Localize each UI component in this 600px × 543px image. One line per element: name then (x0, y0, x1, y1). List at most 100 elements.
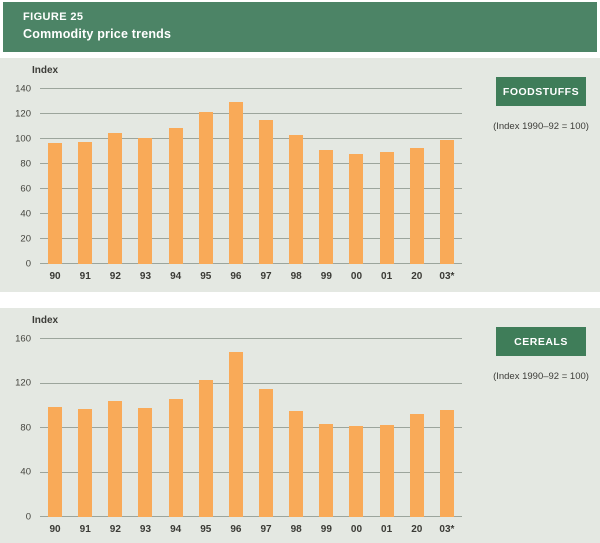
x-axis-labels: 90 91 92 93 94 95 96 97 98 99 00 01 20 03* (40, 271, 462, 282)
y-tick-label-0: 0 (25, 511, 31, 522)
y-tick-label-140: 140 (15, 83, 31, 94)
x-tick-label-00: 00 (350, 524, 363, 535)
y-tick-label-20: 20 (20, 233, 31, 244)
gridline-120: 120 (15, 378, 462, 389)
bar-96 (228, 101, 243, 264)
bar-slot-92 (100, 89, 130, 264)
bar-01 (379, 424, 394, 517)
gridline-140: 140 (15, 83, 462, 94)
x-tick-label-20: 20 (411, 271, 423, 282)
x-tick-label-93: 93 (139, 524, 152, 535)
x-tick-label-97: 97 (260, 524, 272, 535)
y-tick-label-120: 120 (15, 108, 31, 119)
plot-cereals: 0 40 80 120 160 (15, 333, 462, 522)
bar-92 (108, 132, 123, 264)
gridline-100: 100 (15, 133, 462, 144)
bar-slot-01 (372, 89, 402, 264)
x-tick-label-92: 92 (109, 271, 121, 282)
bar-98 (289, 135, 304, 264)
bar-90 (48, 406, 63, 517)
x-tick-label-93: 93 (139, 271, 152, 282)
y-axis-title: Index (32, 65, 59, 76)
figure-title: Commodity price trends (23, 27, 172, 41)
y-tick-label-60: 60 (20, 183, 31, 194)
bar-95 (198, 111, 213, 264)
series-badge-foodstuffs: FOODSTUFFS (496, 77, 586, 106)
bar-01 (379, 151, 394, 264)
x-tick-label-00: 00 (350, 271, 363, 282)
bar-97 (259, 389, 274, 517)
gridline-60: 60 (20, 183, 462, 194)
bar-slot-95 (191, 339, 221, 517)
chart-panel-cereals: Index 0 40 80 120 160 90 91 92 93 94 95 96 97 98 99 00… (0, 308, 600, 543)
x-axis-labels: 90 91 92 93 94 95 96 97 98 99 00 01 20 03* (40, 524, 462, 535)
gridline-0: 0 (26, 258, 462, 269)
series-badge-cereals: CEREALS (496, 327, 586, 356)
bar-slot-99 (311, 89, 341, 264)
index-note-cereals: (Index 1990–92 = 100) (493, 371, 589, 382)
bar-slot-98 (281, 339, 311, 517)
bar-97 (259, 120, 274, 264)
gridline-80: 80 (20, 158, 462, 169)
bar-slot-91 (70, 339, 100, 517)
bar-slot-97 (251, 89, 281, 264)
bar-96 (228, 352, 243, 517)
bar-slot-94 (161, 89, 191, 264)
x-tick-label-20: 20 (411, 524, 423, 535)
gridline-160: 160 (15, 333, 462, 344)
gridline-80: 80 (20, 422, 462, 433)
bar-slot-03* (432, 89, 462, 264)
x-tick-label-97: 97 (260, 271, 272, 282)
x-tick-label-01: 01 (381, 271, 393, 282)
x-tick-label-98: 98 (290, 271, 302, 282)
bar-03* (439, 410, 454, 517)
x-tick-label-92: 92 (109, 524, 121, 535)
bar-slot-99 (311, 339, 341, 517)
y-axis-title: Index (32, 315, 59, 326)
gridline-20: 20 (20, 233, 462, 244)
x-tick-label-99: 99 (320, 524, 332, 535)
x-tick-label-95: 95 (200, 524, 212, 535)
bar-slot-93 (130, 339, 160, 517)
gridline-40: 40 (20, 467, 462, 478)
bars-group (40, 89, 462, 264)
side-panel-foodstuffs: FOODSTUFFS (Index 1990–92 = 100) (488, 77, 594, 132)
bar-slot-98 (281, 89, 311, 264)
bar-slot-96 (221, 339, 251, 517)
bar-slot-20 (402, 339, 432, 517)
x-tick-label-90: 90 (49, 271, 61, 282)
y-tick-label-160: 160 (15, 333, 31, 344)
y-tick-label-80: 80 (20, 422, 31, 433)
bar-slot-90 (40, 339, 70, 517)
bar-00 (349, 425, 364, 517)
side-panel-cereals: CEREALS (Index 1990–92 = 100) (488, 327, 594, 382)
bar-99 (319, 423, 334, 517)
chart-area-cereals: Index 0 40 80 120 160 90 91 92 93 94 95 96 97 98 99 00… (15, 308, 462, 543)
chart-area-foodstuffs: Index 0 20 40 60 80 100 120 140 90 91 92 93 94 95 96 9… (15, 58, 462, 292)
bar-91 (78, 141, 93, 264)
bar-slot-97 (251, 339, 281, 517)
y-tick-label-40: 40 (20, 466, 31, 478)
figure-header: FIGURE 25 Commodity price trends (3, 2, 597, 52)
y-tick-label-0: 0 (25, 258, 31, 269)
bar-00 (349, 154, 364, 264)
bar-slot-96 (221, 89, 251, 264)
x-tick-label-01: 01 (381, 524, 393, 535)
bar-slot-01 (372, 339, 402, 517)
bar-20 (409, 413, 424, 517)
index-note-foodstuffs: (Index 1990–92 = 100) (493, 121, 589, 132)
gridline-40: 40 (20, 208, 462, 219)
figure-label: FIGURE 25 (23, 11, 84, 23)
y-tick-label-40: 40 (20, 208, 31, 219)
x-tick-label-91: 91 (79, 271, 91, 282)
x-tick-label-99: 99 (320, 271, 332, 282)
x-tick-label-91: 91 (79, 524, 91, 535)
bar-slot-95 (191, 89, 221, 264)
bar-slot-94 (161, 339, 191, 517)
bar-94 (168, 127, 183, 264)
bars-group (40, 339, 462, 517)
x-tick-label-98: 98 (290, 524, 302, 535)
bar-slot-00 (341, 339, 371, 517)
bar-93 (138, 137, 153, 264)
y-tick-label-80: 80 (20, 158, 31, 169)
